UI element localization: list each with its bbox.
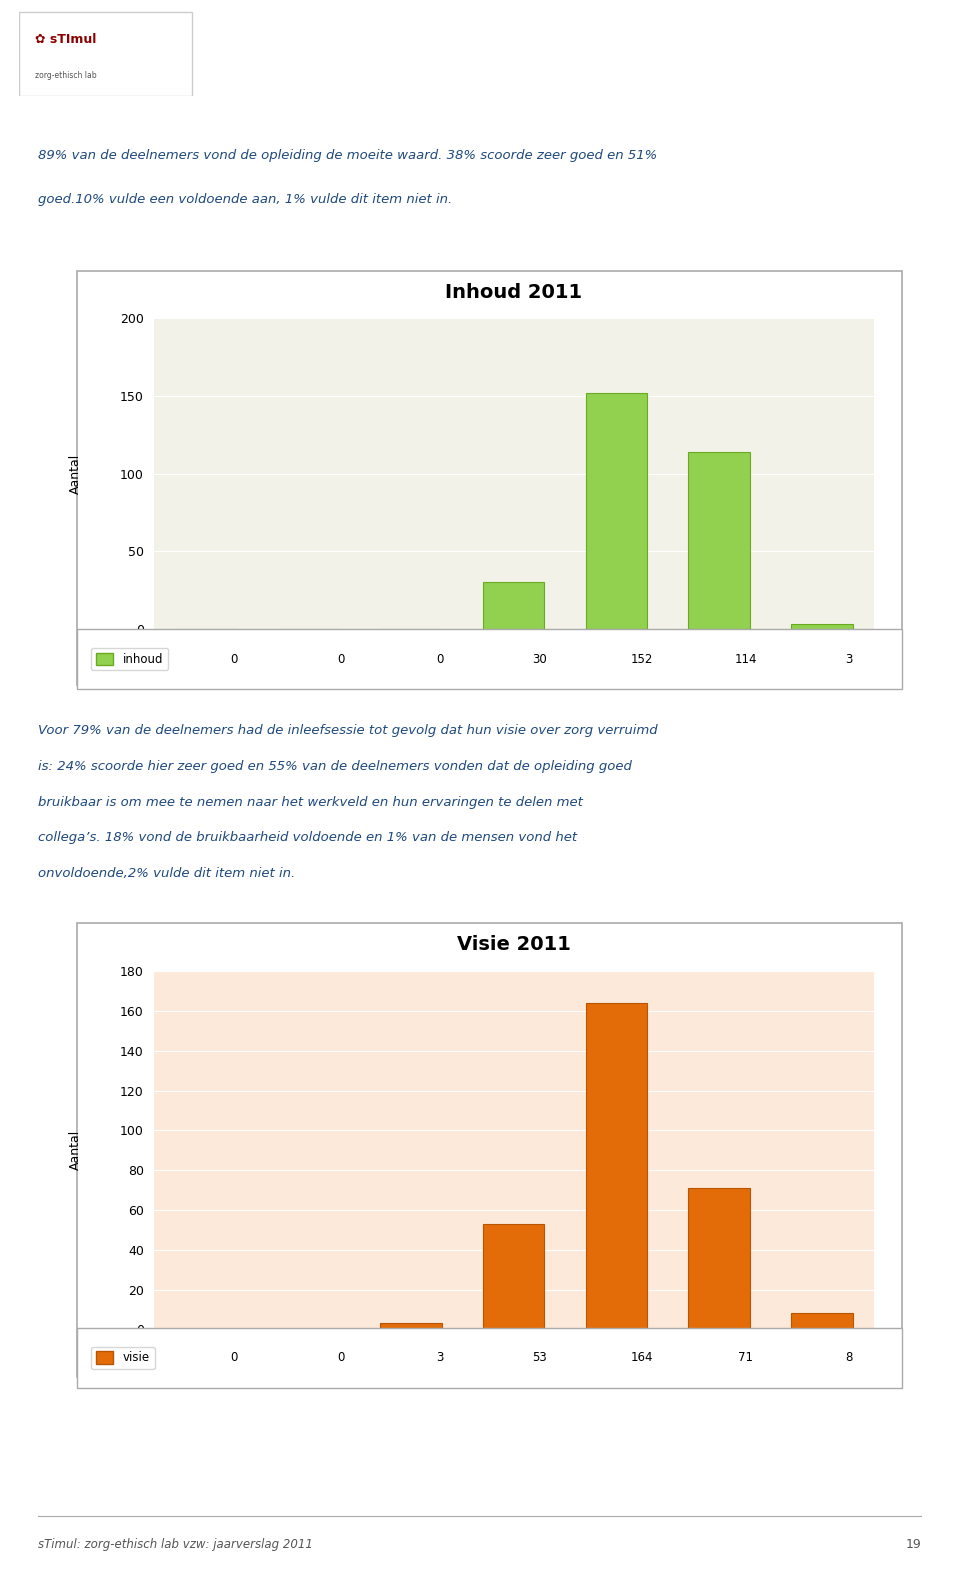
Y-axis label: Aantal: Aantal [68,1130,82,1170]
Text: ✿ sTImul: ✿ sTImul [35,32,96,46]
Bar [791,1313,853,1329]
Text: 3: 3 [437,1352,444,1364]
Text: 0: 0 [337,653,345,665]
Y-axis label: Aantal: Aantal [68,454,82,494]
FancyBboxPatch shape [77,271,902,685]
Bar [483,1224,544,1329]
Text: zorg-ethisch lab: zorg-ethisch lab [35,72,96,80]
Text: Voor 79% van de deelnemers had de inleefsessie tot gevolg dat hun visie over zor: Voor 79% van de deelnemers had de inleef… [38,724,658,737]
Text: 152: 152 [631,653,654,665]
Text: 89% van de deelnemers vond de opleiding de moeite waard. 38% scoorde zeer goed e: 89% van de deelnemers vond de opleiding … [38,150,658,162]
Bar [586,393,647,629]
Text: 8: 8 [845,1352,852,1364]
Text: 0: 0 [230,1352,237,1364]
Text: onvoldoende,2% vulde dit item niet in.: onvoldoende,2% vulde dit item niet in. [38,868,296,880]
Text: 19: 19 [906,1538,922,1551]
Text: is: 24% scoorde hier zeer goed en 55% van de deelnemers vonden dat de opleiding : is: 24% scoorde hier zeer goed en 55% va… [38,759,633,774]
Legend: visie: visie [91,1347,155,1369]
FancyBboxPatch shape [77,629,902,689]
Bar [791,624,853,629]
Title: Inhoud 2011: Inhoud 2011 [445,282,582,301]
Text: bruikbaar is om mee te nemen naar het werkveld en hun ervaringen te delen met: bruikbaar is om mee te nemen naar het we… [38,796,584,809]
Text: 71: 71 [738,1352,753,1364]
Legend: inhoud: inhoud [91,648,168,670]
Bar [688,452,750,629]
Text: 0: 0 [437,653,444,665]
Bar [688,1188,750,1329]
Text: 0: 0 [230,653,237,665]
Text: 3: 3 [845,653,852,665]
Text: sTimul: zorg-ethisch lab vzw: jaarverslag 2011: sTimul: zorg-ethisch lab vzw: jaarversla… [38,1538,313,1551]
Text: 114: 114 [734,653,756,665]
Text: 0: 0 [337,1352,345,1364]
FancyBboxPatch shape [19,13,192,96]
Text: collega’s. 18% vond de bruikbaarheid voldoende en 1% van de mensen vond het: collega’s. 18% vond de bruikbaarheid vol… [38,831,578,844]
Title: Visie 2011: Visie 2011 [457,935,570,954]
Text: 30: 30 [532,653,546,665]
Text: 53: 53 [532,1352,546,1364]
Bar [586,1003,647,1329]
Bar [380,1323,442,1329]
Text: goed.10% vulde een voldoende aan, 1% vulde dit item niet in.: goed.10% vulde een voldoende aan, 1% vul… [38,194,453,207]
Bar [483,583,544,629]
FancyBboxPatch shape [77,1328,902,1388]
FancyBboxPatch shape [77,923,902,1377]
Text: 164: 164 [631,1352,654,1364]
